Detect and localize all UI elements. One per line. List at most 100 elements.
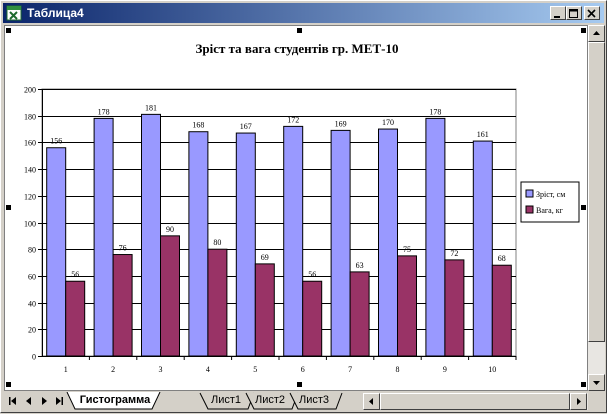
data-label[interactable]: 76 [119,244,127,253]
data-label[interactable]: 167 [240,122,252,131]
y-tick-label[interactable]: 0 [32,353,36,362]
x-tick-label[interactable]: 7 [348,365,352,374]
bar[interactable] [207,248,228,357]
legend-swatch[interactable] [525,189,534,198]
close-button[interactable] [584,6,600,20]
vertical-scroll-thumb[interactable] [588,42,605,342]
x-tick-label[interactable]: 2 [111,365,115,374]
bar[interactable] [491,264,512,357]
y-tick-label[interactable]: 200 [24,86,36,95]
selection-handle[interactable] [581,205,586,210]
next-sheet-icon[interactable] [37,394,51,408]
data-label[interactable]: 56 [308,270,316,279]
data-label[interactable]: 72 [450,249,458,258]
bar[interactable] [141,113,161,357]
scroll-right-button[interactable] [570,393,587,410]
bar[interactable] [235,132,256,357]
bar[interactable] [330,129,351,357]
data-label[interactable]: 168 [192,121,204,130]
horizontal-scrollbar[interactable] [363,393,588,410]
data-label[interactable]: 80 [213,238,221,247]
plot-area[interactable]: 0204060801001201401601802001565611787621… [24,86,517,375]
tab-sheet3[interactable]: Лист3 [298,394,330,406]
horizontal-scroll-thumb[interactable] [380,393,570,410]
data-label[interactable]: 181 [145,103,157,112]
data-label[interactable]: 161 [477,130,489,139]
minimize-button[interactable] [550,6,566,20]
y-tick-label[interactable]: 140 [24,166,36,175]
title-bar[interactable]: Таблица4 [3,3,604,23]
x-tick-label[interactable]: 4 [206,365,210,374]
chart[interactable]: Зріст та вага студентів гр. МЕТ-10 0 20 40… [5,26,587,390]
bar[interactable] [472,140,493,357]
x-tick-label[interactable]: 1 [64,365,68,374]
bar[interactable] [65,280,86,357]
selection-handle[interactable] [581,382,586,387]
data-label[interactable]: 170 [382,118,394,127]
legend-box[interactable] [520,181,580,223]
data-label[interactable]: 75 [403,245,411,254]
maximize-button[interactable] [566,6,582,20]
data-label[interactable]: 90 [166,225,174,234]
tab-sheet1[interactable]: Лист1 [210,394,242,406]
tab-histogram[interactable]: Гистограмма [79,394,151,406]
bar[interactable] [397,255,417,357]
data-label[interactable]: 69 [261,253,269,262]
x-tick-label[interactable]: 6 [301,365,305,374]
bar[interactable] [254,263,275,357]
first-sheet-icon[interactable] [6,394,20,408]
selection-handle[interactable] [6,205,11,210]
selection-handle[interactable] [297,382,302,387]
y-tick-label[interactable]: 40 [28,300,36,309]
y-tick-label[interactable]: 20 [28,326,36,335]
data-label[interactable]: 169 [335,119,347,128]
y-tick-label[interactable]: 80 [28,246,36,255]
bar[interactable] [283,125,304,357]
bar[interactable] [425,117,446,357]
selection-handle[interactable] [297,28,302,33]
chart-title[interactable]: Зріст та вага студентів гр. МЕТ-10 [196,41,399,56]
data-label[interactable]: 178 [98,107,110,116]
y-tick-label[interactable]: 180 [24,113,36,122]
scroll-up-button[interactable] [588,25,605,42]
vertical-scrollbar[interactable] [588,25,605,391]
data-label[interactable]: 68 [498,254,506,263]
excel-chart-icon[interactable] [6,5,22,21]
x-tick-label[interactable]: 5 [253,365,257,374]
bar[interactable] [188,131,209,357]
chart-sheet[interactable]: Зріст та вага студентів гр. МЕТ-10 0 20 40… [4,25,588,391]
legend-entry[interactable]: Вага, кг [536,206,564,215]
bar[interactable] [46,147,67,357]
legend-entry[interactable]: Зріст, см [536,190,565,199]
selection-handle[interactable] [6,28,11,33]
x-tick-label[interactable]: 10 [488,365,496,374]
y-tick-label[interactable]: 60 [28,273,36,282]
bar[interactable] [444,259,465,357]
bar[interactable] [349,271,370,357]
last-sheet-icon[interactable] [52,394,66,408]
data-label[interactable]: 63 [356,261,364,270]
bar[interactable] [93,117,114,357]
x-tick-label[interactable]: 9 [443,365,447,374]
y-tick-label[interactable]: 160 [24,139,36,148]
data-label[interactable]: 172 [287,115,299,124]
x-tick-label[interactable]: 3 [159,365,163,374]
y-tick-label[interactable]: 120 [24,193,36,202]
previous-sheet-icon[interactable] [22,394,36,408]
bar[interactable] [112,254,133,357]
scroll-down-button[interactable] [588,374,605,391]
data-label[interactable]: 156 [50,137,62,146]
legend[interactable]: Зріст, см Вага, кг [520,181,580,223]
y-tick-label[interactable]: 100 [24,220,36,229]
bar[interactable] [302,280,323,357]
legend-swatch[interactable] [525,205,534,214]
data-label[interactable]: 178 [429,107,441,116]
tab-sheet2[interactable]: Лист2 [254,394,286,406]
bar[interactable] [378,128,398,357]
selection-handle[interactable] [6,382,11,387]
bar[interactable] [160,235,180,357]
x-tick-label[interactable]: 8 [396,365,400,374]
data-label[interactable]: 56 [71,270,79,279]
scroll-left-button[interactable] [363,393,380,410]
selection-handle[interactable] [581,28,586,33]
